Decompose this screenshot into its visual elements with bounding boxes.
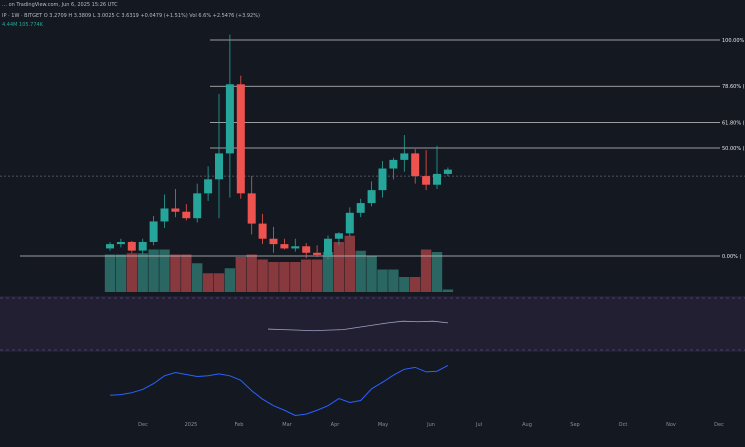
volume-bar (202, 273, 214, 292)
candle-body (215, 153, 223, 180)
volume-bar (311, 259, 323, 292)
candle-body (291, 246, 300, 249)
volume-bar (388, 269, 399, 292)
candle-body (280, 244, 289, 249)
candle-body (443, 169, 452, 174)
rsi-line (109, 364, 449, 416)
candle-body (345, 212, 354, 234)
source-line: … on TradingView.com, Jun 6, 2025 15:26 … (2, 2, 118, 8)
volume-bar (192, 263, 203, 292)
candle-body (378, 168, 387, 191)
fib-label: 100.00% ( (722, 38, 745, 44)
candle-body (160, 208, 169, 222)
candle-body (367, 190, 376, 204)
candle-body (116, 241, 125, 245)
x-tick-label: 2025 (185, 422, 198, 428)
x-tick-label: Jun (426, 422, 435, 428)
candle-body (236, 84, 245, 194)
volume-line: 4.44M 105.774K (2, 22, 43, 28)
volume-bar (235, 257, 246, 292)
volume-bar (257, 259, 268, 292)
x-tick-label: Nov (666, 422, 676, 428)
candle-body (193, 193, 202, 219)
volume-bar (279, 262, 290, 292)
volume-bar (333, 242, 345, 292)
volume-bar (137, 253, 148, 292)
candle-body (313, 252, 322, 255)
volume-bar (181, 254, 192, 292)
volume-bar (159, 249, 170, 292)
candle-body (258, 223, 267, 239)
fib-label: 78.60% ( (722, 84, 745, 90)
volume-bar (213, 273, 225, 292)
volume-bar (224, 268, 236, 292)
rsi-polyline (109, 364, 449, 416)
candle-body (411, 153, 420, 177)
stoch-panel (0, 296, 745, 352)
fib-label: 0.00% ( (722, 254, 741, 260)
volume-bar (399, 277, 410, 292)
x-tick-label: May (378, 422, 388, 428)
symbol-ohlc-line: IP · 1W · BITGET O 3.2709 H 3.3809 L 3.0… (2, 13, 260, 19)
fib-levels: 100.00% ( 78.60% ( 61.80% ( 50.00% ( 0.00% ( (0, 38, 745, 260)
candle-body (225, 84, 234, 154)
candle-body (204, 179, 213, 194)
volume-bar (377, 269, 388, 292)
candle-body (106, 244, 114, 249)
candle-body (389, 159, 398, 169)
candle-body (400, 153, 409, 160)
volume-bars (104, 235, 454, 292)
stoch-rsi (267, 320, 449, 332)
x-tick-label: Dec (138, 422, 148, 428)
candle-body (182, 211, 191, 219)
volume-bar (301, 259, 312, 292)
x-axis: Dec 2025 Feb Mar Apr May Jun Jul Aug Sep Oct Nov Dec (138, 422, 724, 428)
volume-bar (355, 250, 366, 292)
candles (106, 34, 452, 260)
x-tick-label: Sep (570, 422, 579, 428)
volume-bar (104, 254, 116, 292)
candle-body (324, 238, 332, 255)
volume-bar (148, 249, 159, 292)
x-tick-label: Apr (331, 422, 341, 428)
fib-label: 50.00% ( (722, 146, 745, 152)
volume-bar (115, 254, 127, 292)
x-tick-label: Dec (714, 422, 724, 428)
volume-bar (344, 235, 355, 292)
x-tick-label: Aug (522, 422, 532, 428)
x-tick-label: Jul (475, 422, 482, 428)
stoch-line (267, 320, 449, 332)
candle-body (356, 203, 365, 213)
volume-bar (290, 262, 301, 292)
volume-bar (442, 289, 454, 292)
candle-body (334, 233, 343, 239)
fib-label: 61.80% ( (722, 121, 745, 127)
x-tick-label: Feb (235, 422, 244, 428)
volume-bar (431, 252, 443, 292)
candle-body (127, 241, 136, 251)
volume-bar (366, 255, 377, 292)
x-tick-label: Mar (282, 422, 292, 428)
candle-body (422, 176, 431, 185)
x-tick-label: Oct (619, 422, 628, 428)
volume-bar (322, 252, 334, 292)
volume-bar (170, 254, 181, 292)
volume-bar (420, 249, 432, 292)
candle-body (433, 173, 441, 185)
candle-body (302, 246, 311, 253)
candle-body (269, 238, 278, 245)
candle-body (149, 221, 158, 242)
candle-body (171, 208, 180, 212)
volume-bar (410, 277, 421, 292)
volume-bar (246, 254, 257, 292)
candle-body (138, 241, 147, 251)
volume-bar (126, 253, 137, 292)
candle-body (247, 193, 256, 224)
volume-bar (268, 262, 279, 292)
